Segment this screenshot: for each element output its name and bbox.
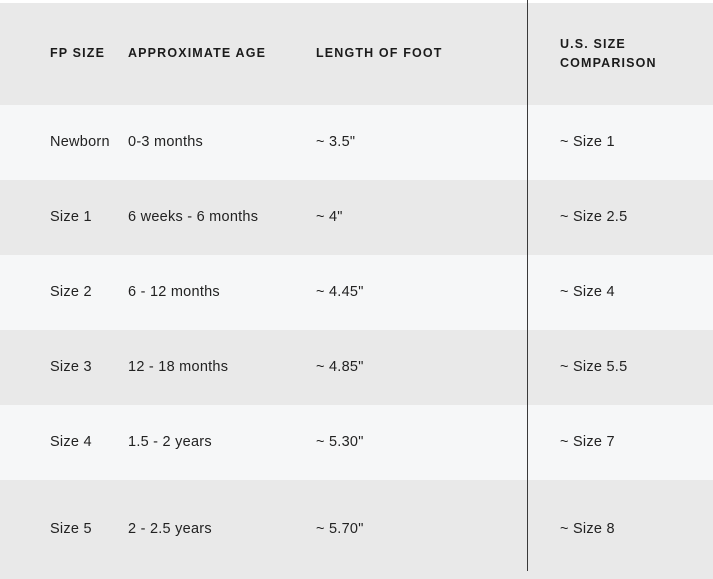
table-row: Size 5 2 - 2.5 years ~ 5.70" ~ Size 8: [0, 480, 713, 579]
cell-length: ~ 5.70": [316, 521, 364, 538]
table-row: Size 1 6 weeks - 6 months ~ 4" ~ Size 2.…: [0, 180, 713, 255]
column-header-length-of-foot: LENGTH OF FOOT: [316, 46, 443, 61]
cell-us-size: ~ Size 1: [560, 134, 615, 151]
cell-age: 0-3 months: [128, 134, 204, 151]
cell-us-size: ~ Size 2.5: [560, 209, 628, 226]
size-chart-table: FP SIZE APPROXIMATE AGE LENGTH OF FOOT U…: [0, 3, 713, 579]
cell-fp-size: Size 4: [50, 434, 92, 451]
cell-fp-size: Size 2: [50, 284, 92, 301]
column-header-us-size-comparison: U.S. SIZE COMPARISON: [560, 36, 657, 70]
cell-fp-size: Newborn: [50, 134, 110, 151]
cell-age: 12 - 18 months: [128, 359, 229, 376]
cell-length: ~ 4": [316, 209, 343, 226]
cell-length: ~ 4.85": [316, 359, 364, 376]
table-row: Size 2 6 - 12 months ~ 4.45" ~ Size 4: [0, 255, 713, 330]
table-header-row: FP SIZE APPROXIMATE AGE LENGTH OF FOOT U…: [0, 3, 713, 105]
cell-age: 2 - 2.5 years: [128, 521, 212, 538]
cell-length: ~ 5.30": [316, 434, 364, 451]
cell-fp-size: Size 3: [50, 359, 92, 376]
table-row: Size 3 12 - 18 months ~ 4.85" ~ Size 5.5: [0, 330, 713, 405]
cell-age: 6 - 12 months: [128, 284, 220, 301]
table-row: Size 4 1.5 - 2 years ~ 5.30" ~ Size 7: [0, 405, 713, 480]
cell-age: 1.5 - 2 years: [128, 434, 212, 451]
cell-fp-size: Size 1: [50, 209, 92, 226]
cell-fp-size: Size 5: [50, 521, 92, 538]
column-header-approximate-age: APPROXIMATE AGE: [128, 46, 267, 61]
table-row: Newborn 0-3 months ~ 3.5" ~ Size 1: [0, 105, 713, 180]
table-body: Newborn 0-3 months ~ 3.5" ~ Size 1 Size …: [0, 105, 713, 579]
column-header-fp-size: FP SIZE: [50, 46, 106, 61]
cell-us-size: ~ Size 5.5: [560, 359, 628, 376]
cell-us-size: ~ Size 8: [560, 521, 615, 538]
cell-age: 6 weeks - 6 months: [128, 209, 259, 226]
cell-us-size: ~ Size 7: [560, 434, 615, 451]
cell-length: ~ 3.5": [316, 134, 356, 151]
cell-us-size: ~ Size 4: [560, 284, 615, 301]
top-spacer: [0, 0, 713, 3]
cell-length: ~ 4.45": [316, 284, 364, 301]
table-header: FP SIZE APPROXIMATE AGE LENGTH OF FOOT U…: [0, 3, 713, 105]
